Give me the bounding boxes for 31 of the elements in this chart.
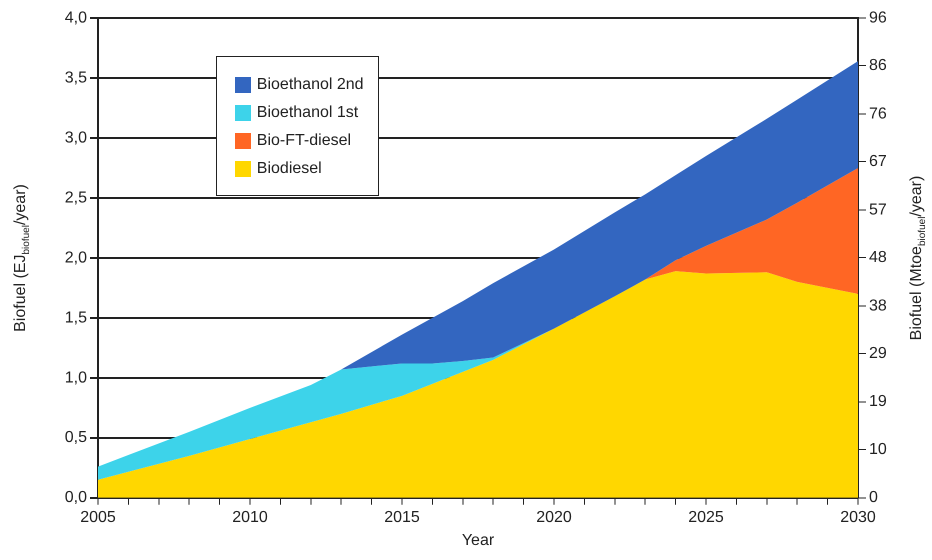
x-tick-label: 2010	[232, 508, 268, 526]
y-tick-label: 2,0	[64, 249, 88, 266]
x-tick-label: 2020	[536, 508, 572, 526]
y-tick-label: 0,5	[64, 429, 88, 446]
y-tick-label: 3,5	[64, 69, 88, 86]
legend-label: Bioethanol 2nd	[256, 76, 364, 94]
y2-tick-label: 38	[869, 297, 887, 314]
legend-label: Biodiesel	[256, 160, 322, 178]
legend-label: Bioethanol 1st	[256, 104, 358, 122]
y2-tick-label: 96	[869, 9, 887, 26]
x-axis-title: Year	[462, 532, 494, 550]
y2-tick-label: 48	[869, 249, 887, 266]
y2-tick-label: 67	[869, 153, 887, 170]
y2-tick-label: 29	[869, 345, 887, 362]
y-tick-label: 0,0	[64, 489, 88, 506]
x-tick-label: 2015	[384, 508, 420, 526]
y-tick-label: 1,0	[64, 369, 88, 386]
x-tick-label: 2030	[840, 508, 876, 526]
y-tick-label: 4,0	[64, 9, 88, 26]
y2-tick-label: 0	[869, 489, 878, 506]
y2-tick-label: 57	[869, 201, 887, 218]
x-tick-label: 2025	[688, 508, 724, 526]
x-tick-label: 2005	[80, 508, 116, 526]
y-tick-label: 1,5	[64, 309, 88, 326]
y-tick-label: 3,0	[64, 129, 88, 146]
y2-tick-label: 19	[869, 393, 887, 410]
legend-label: Bio-FT-diesel	[256, 132, 352, 150]
y2-tick-label: 76	[869, 105, 887, 122]
y2-tick-label: 10	[869, 440, 887, 458]
y2-tick-label: 86	[869, 57, 887, 74]
y-tick-label: 2,5	[64, 189, 88, 206]
